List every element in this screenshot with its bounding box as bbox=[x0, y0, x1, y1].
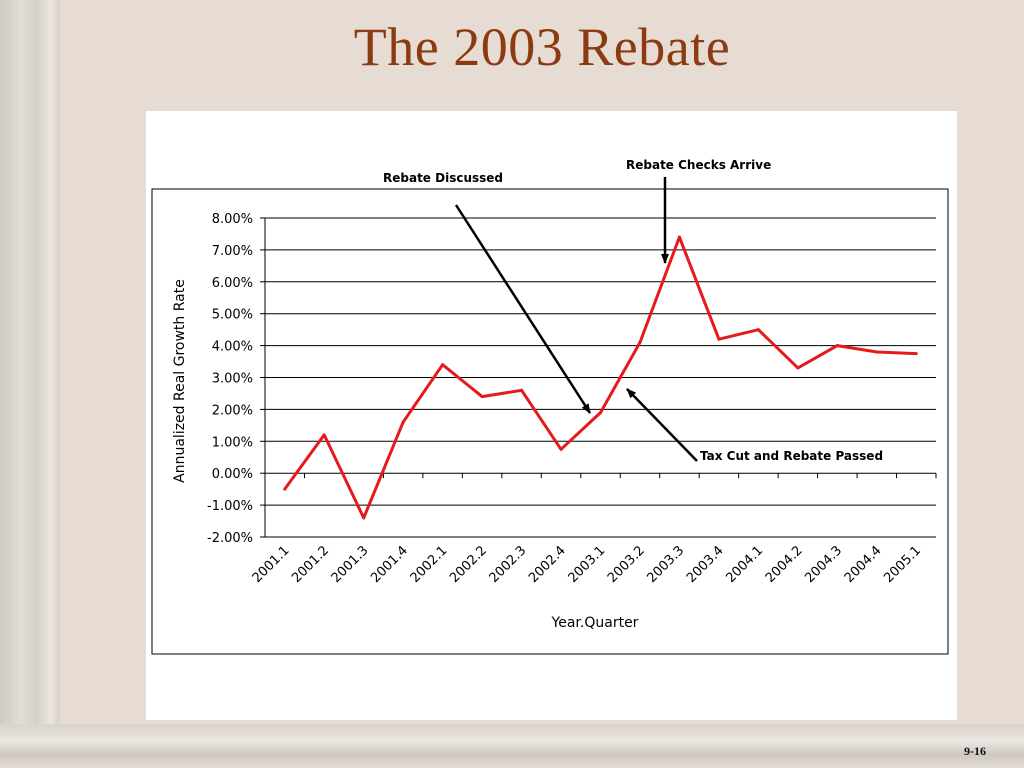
y-tick-label: 0.00% bbox=[212, 467, 253, 482]
x-tick-label: 2004.2 bbox=[763, 543, 806, 586]
x-tick-label: 2002.2 bbox=[447, 543, 490, 586]
x-tick-label: 2001.1 bbox=[250, 543, 293, 586]
x-tick-label: 2004.1 bbox=[723, 543, 766, 586]
data-point bbox=[796, 366, 800, 370]
data-point bbox=[677, 235, 681, 239]
bottom-decorative-strip bbox=[0, 724, 1024, 768]
data-point bbox=[401, 420, 405, 424]
annotation-tax-cut-passed-label: Tax Cut and Rebate Passed bbox=[700, 449, 883, 463]
x-tick-label: 2003.2 bbox=[605, 543, 648, 586]
data-point bbox=[875, 350, 879, 354]
data-point bbox=[362, 516, 366, 520]
y-tick-label: 8.00% bbox=[212, 212, 253, 227]
y-tick-label: 1.00% bbox=[212, 435, 253, 450]
data-point bbox=[322, 433, 326, 437]
x-tick-label: 2004.4 bbox=[842, 543, 885, 586]
y-axis-ticks: -2.00% -1.00% 0.00% 1.00% 2.00% 3.00% 4.00% 5.0… bbox=[207, 212, 265, 546]
x-axis-title: Year.Quarter bbox=[551, 615, 639, 631]
data-point bbox=[717, 337, 721, 341]
annotation-rebate-checks-arrive: Rebate Checks Arrive bbox=[626, 158, 771, 264]
y-tick-label: 7.00% bbox=[212, 244, 253, 259]
x-tick-label: 2002.3 bbox=[487, 543, 530, 586]
x-tick-label: 2003.3 bbox=[644, 543, 687, 586]
slide-title: The 2003 Rebate bbox=[353, 17, 731, 77]
x-tick-label: 2002.4 bbox=[526, 543, 569, 586]
annotation-rebate-checks-arrive-label: Rebate Checks Arrive bbox=[626, 158, 771, 172]
x-tick-label: 2001.2 bbox=[289, 543, 332, 586]
data-point bbox=[520, 388, 524, 392]
y-tick-label: -1.00% bbox=[207, 499, 253, 514]
y-tick-label: 2.00% bbox=[212, 403, 253, 418]
annotation-rebate-discussed-label: Rebate Discussed bbox=[383, 171, 503, 185]
data-point bbox=[441, 363, 445, 367]
annotation-rebate-discussed: Rebate Discussed bbox=[383, 171, 592, 414]
y-tick-label: 3.00% bbox=[212, 372, 253, 387]
page-number: 9-16 bbox=[964, 744, 986, 758]
data-point bbox=[480, 395, 484, 399]
x-tick-label: 2004.3 bbox=[802, 543, 845, 586]
chart-panel: -2.00% -1.00% 0.00% 1.00% 2.00% 3.00% 4.00% 5.0… bbox=[146, 111, 957, 720]
y-tick-label: 4.00% bbox=[212, 340, 253, 355]
x-tick-label: 2002.1 bbox=[408, 543, 451, 586]
grid-lines bbox=[264, 217, 936, 538]
y-axis-title: Annualized Real Growth Rate bbox=[172, 279, 188, 483]
y-tick-label: 6.00% bbox=[212, 276, 253, 291]
data-point bbox=[283, 487, 287, 491]
annotation-tax-cut-passed-arrow bbox=[626, 388, 698, 462]
data-point bbox=[638, 340, 642, 344]
series-layer bbox=[283, 235, 918, 520]
annotation-tax-cut-passed: Tax Cut and Rebate Passed bbox=[626, 388, 883, 463]
y-tick-label: 5.00% bbox=[212, 308, 253, 323]
data-point bbox=[756, 328, 760, 332]
x-tick-label: 2001.4 bbox=[368, 543, 411, 586]
annotation-rebate-discussed-arrow bbox=[454, 204, 592, 414]
x-tick-label: 2005.1 bbox=[881, 543, 924, 586]
x-tick-label: 2001.3 bbox=[329, 543, 372, 586]
x-tick-label: 2003.4 bbox=[684, 543, 727, 586]
y-tick-label: -2.00% bbox=[207, 531, 253, 546]
x-axis-ticks: 2001.12001.22001.32001.42002.12002.22002… bbox=[250, 473, 937, 586]
data-point bbox=[835, 344, 839, 348]
left-decorative-strip bbox=[0, 0, 60, 768]
chart-border bbox=[151, 188, 949, 655]
x-tick-label: 2003.1 bbox=[566, 543, 609, 586]
data-point bbox=[599, 411, 602, 415]
data-point bbox=[914, 352, 918, 356]
data-point bbox=[559, 447, 563, 451]
growth-line-chart: -2.00% -1.00% 0.00% 1.00% 2.00% 3.00% 4.00% 5.0… bbox=[151, 158, 949, 655]
